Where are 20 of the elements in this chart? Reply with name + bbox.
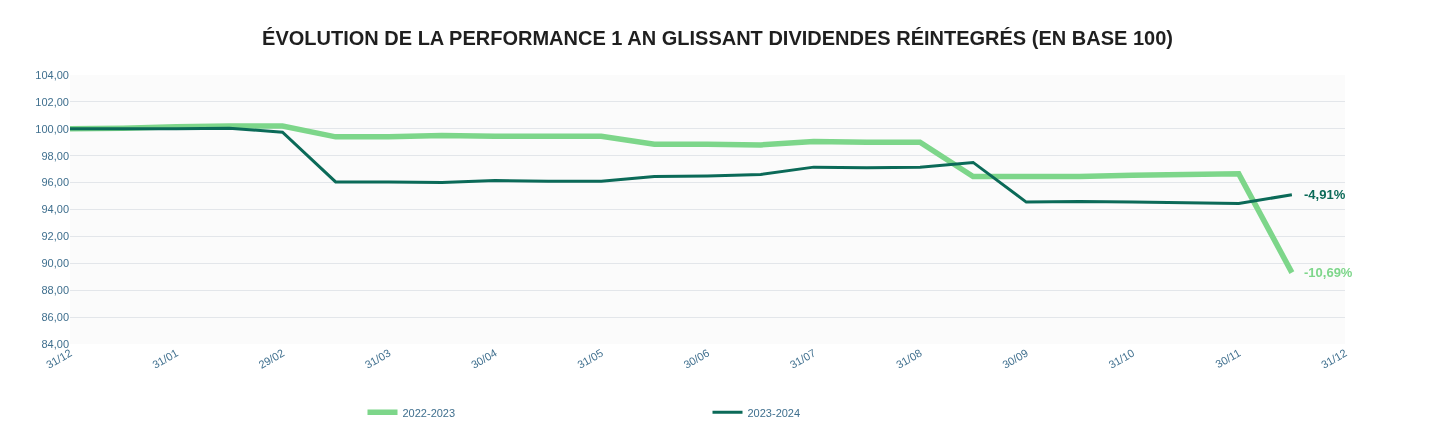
y-tick-label: 100,00 <box>35 122 69 135</box>
y-tick-label: 96,00 <box>41 176 69 189</box>
legend-label: 2022-2023 <box>402 406 456 419</box>
y-tick-label: 84,00 <box>41 337 69 350</box>
y-tick-label: 98,00 <box>41 149 69 162</box>
annotation: -4,91% <box>1304 187 1346 202</box>
y-tick-label: 92,00 <box>41 230 69 243</box>
annotation: -10,69% <box>1304 265 1353 280</box>
y-tick-label: 104,00 <box>35 68 69 81</box>
y-tick-label: 102,00 <box>35 95 69 108</box>
y-tick-label: 88,00 <box>41 284 69 297</box>
x-tick-label: 31/10 <box>1106 346 1137 371</box>
line-series <box>70 126 1294 205</box>
legend-label: 2023-2024 <box>747 406 801 419</box>
chart-title: ÉVOLUTION DE LA PERFORMANCE 1 AN GLISSANT DIVIDENDES RÉINTEGRÉS (EN BASE 100) <box>262 26 1173 49</box>
y-tick-label: 90,00 <box>41 257 69 270</box>
x-tick-label: 30/11 <box>1213 346 1243 371</box>
y-tick-label: 86,00 <box>41 310 69 323</box>
x-tick-label: 31/01 <box>150 346 180 371</box>
y-tick-label: 94,00 <box>41 203 69 216</box>
